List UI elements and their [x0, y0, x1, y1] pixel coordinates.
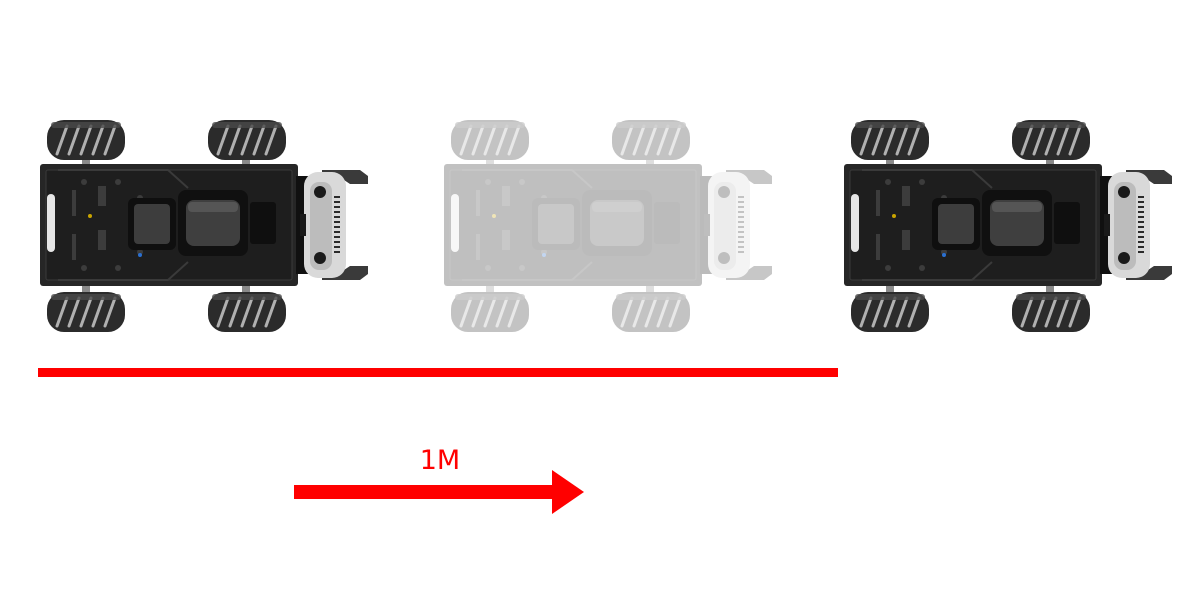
mecanum-robot-top-view-icon [442, 118, 782, 333]
right-arrow-icon [294, 470, 584, 514]
robot-in-motion-ghost [442, 118, 782, 333]
arrow-shaft [294, 485, 556, 499]
mecanum-robot-top-view-icon [842, 118, 1182, 333]
distance-bar [38, 368, 838, 377]
mecanum-robot-top-view-icon [38, 118, 378, 333]
robot-end-position [842, 118, 1182, 333]
robot-start-position [38, 118, 378, 333]
arrow-head [552, 470, 584, 514]
distance-label: 1M [419, 445, 461, 476]
